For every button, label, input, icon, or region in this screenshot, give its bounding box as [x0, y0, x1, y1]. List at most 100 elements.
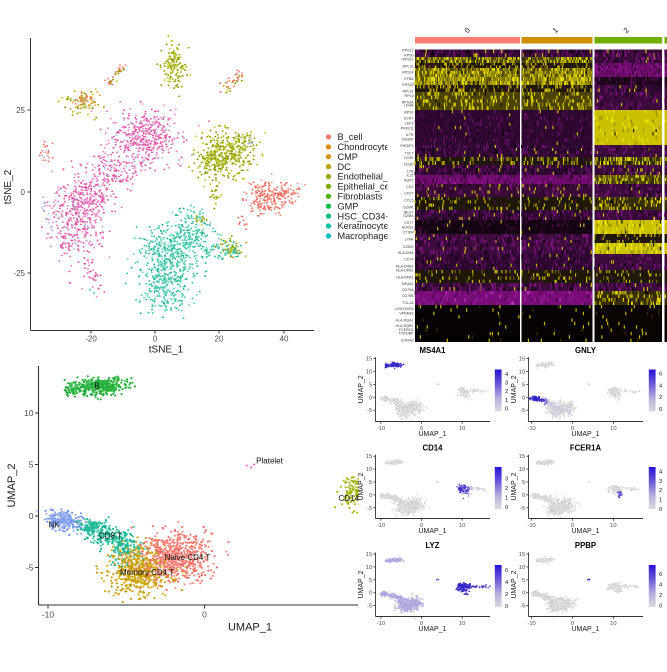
svg-text:15: 15: [366, 454, 372, 460]
svg-text:S100A9: S100A9: [401, 339, 414, 343]
svg-text:UMAP_2: UMAP_2: [511, 570, 518, 598]
svg-text:0: 0: [369, 591, 372, 597]
svg-text:CCL5: CCL5: [404, 199, 413, 203]
svg-text:IL7R: IL7R: [406, 133, 414, 137]
svg-text:0: 0: [153, 335, 158, 344]
svg-text:0: 0: [202, 610, 207, 620]
svg-text:CD14: CD14: [423, 443, 444, 452]
svg-text:15: 15: [366, 357, 372, 363]
svg-text:2: 2: [505, 592, 508, 598]
svg-text:-5: -5: [520, 408, 525, 414]
svg-text:CD74: CD74: [404, 258, 413, 262]
svg-text:UMAP_1: UMAP_1: [571, 431, 599, 438]
svg-text:Chondrocytes: Chondrocytes: [338, 142, 395, 152]
svg-text:RPL9: RPL9: [405, 94, 414, 98]
svg-text:CD79B: CD79B: [402, 294, 414, 298]
svg-text:RPS12: RPS12: [402, 49, 413, 53]
svg-text:-5: -5: [26, 563, 34, 573]
svg-text:GZMK: GZMK: [403, 206, 414, 210]
svg-text:LYZ: LYZ: [425, 541, 439, 550]
svg-text:0: 0: [505, 407, 508, 413]
svg-text:-10: -10: [377, 426, 385, 432]
svg-text:LDHB: LDHB: [404, 104, 414, 108]
svg-text:1: 1: [659, 498, 662, 504]
svg-text:5: 5: [522, 480, 525, 486]
svg-text:UMAP_2: UMAP_2: [511, 472, 518, 500]
svg-text:40: 40: [280, 335, 289, 344]
svg-text:CYBA: CYBA: [404, 77, 414, 81]
svg-text:CD3D: CD3D: [404, 163, 414, 167]
svg-text:5: 5: [29, 460, 34, 470]
svg-text:DC: DC: [338, 162, 352, 172]
svg-text:GNLY: GNLY: [575, 346, 597, 355]
svg-text:2: 2: [659, 395, 662, 401]
svg-text:TYROBP: TYROBP: [399, 332, 414, 336]
svg-text:UMAP_1: UMAP_1: [228, 622, 272, 634]
svg-text:CD2: CD2: [406, 185, 413, 189]
svg-text:UMAP_1: UMAP_1: [571, 626, 599, 633]
svg-text:-10: -10: [527, 523, 535, 529]
svg-text:2: 2: [659, 488, 662, 494]
svg-text:3: 3: [505, 477, 508, 483]
svg-text:LINC00926: LINC00926: [395, 307, 413, 311]
svg-text:0: 0: [29, 511, 34, 521]
svg-text:Platelet: Platelet: [256, 457, 283, 466]
svg-text:HLA-DPA1: HLA-DPA1: [396, 276, 413, 280]
svg-text:MS4A1: MS4A1: [402, 282, 414, 286]
svg-text:CD79A: CD79A: [402, 288, 414, 292]
svg-text:-10: -10: [377, 621, 385, 627]
svg-text:2: 2: [505, 486, 508, 492]
svg-text:NK: NK: [48, 521, 60, 530]
svg-text:15: 15: [519, 357, 525, 363]
svg-text:B: B: [94, 382, 99, 391]
svg-text:UMAP_1: UMAP_1: [571, 528, 599, 535]
svg-text:3: 3: [505, 381, 508, 387]
svg-text:1: 1: [505, 496, 508, 502]
svg-text:PRKCQ: PRKCQ: [401, 127, 414, 131]
svg-text:RPS3: RPS3: [404, 110, 413, 114]
svg-text:-20: -20: [85, 335, 97, 344]
svg-text:UMAP_1: UMAP_1: [418, 528, 446, 535]
svg-text:0: 0: [505, 604, 508, 610]
svg-text:CTSW: CTSW: [403, 230, 414, 234]
svg-text:5: 5: [369, 480, 372, 486]
svg-text:1: 1: [505, 398, 508, 404]
svg-text:Memory CD4 T: Memory CD4 T: [120, 568, 174, 577]
svg-text:-5: -5: [367, 506, 372, 512]
svg-text:6: 6: [505, 568, 508, 574]
svg-text:10: 10: [459, 621, 465, 627]
svg-text:VPREB3: VPREB3: [399, 311, 413, 315]
svg-text:15: 15: [519, 454, 525, 460]
svg-text:Keratinocytes: Keratinocytes: [338, 221, 394, 231]
svg-text:10: 10: [366, 467, 372, 473]
svg-text:10: 10: [366, 370, 372, 376]
svg-text:10: 10: [459, 523, 465, 529]
svg-text:5: 5: [522, 578, 525, 584]
svg-text:UMAP_2: UMAP_2: [511, 375, 518, 403]
svg-text:UMAP_2: UMAP_2: [358, 570, 365, 598]
svg-text:10: 10: [519, 565, 525, 571]
svg-text:10: 10: [366, 565, 372, 571]
svg-text:CCR7: CCR7: [404, 117, 414, 121]
svg-text:tSNE_2: tSNE_2: [3, 169, 14, 204]
svg-text:UMAP_1: UMAP_1: [418, 626, 446, 633]
svg-text:tSNE_1: tSNE_1: [149, 345, 184, 356]
svg-text:5: 5: [522, 382, 525, 388]
svg-text:UMAP_2: UMAP_2: [6, 463, 18, 507]
svg-text:PPBP: PPBP: [575, 541, 596, 550]
svg-text:2: 2: [659, 593, 662, 599]
svg-text:0: 0: [659, 604, 662, 610]
svg-text:6: 6: [659, 572, 662, 578]
svg-text:3: 3: [659, 479, 662, 485]
svg-text:15: 15: [366, 552, 372, 558]
svg-text:RPL31: RPL31: [403, 90, 414, 94]
svg-text:0: 0: [505, 505, 508, 511]
svg-text:0: 0: [369, 395, 372, 401]
svg-text:0: 0: [522, 395, 525, 401]
svg-text:5: 5: [369, 578, 372, 584]
svg-text:CD8 T: CD8 T: [99, 532, 122, 541]
svg-text:-10: -10: [42, 610, 55, 620]
svg-text:LYAR: LYAR: [405, 238, 414, 242]
svg-text:GMP: GMP: [338, 201, 359, 211]
svg-text:NOSIP: NOSIP: [402, 137, 414, 141]
